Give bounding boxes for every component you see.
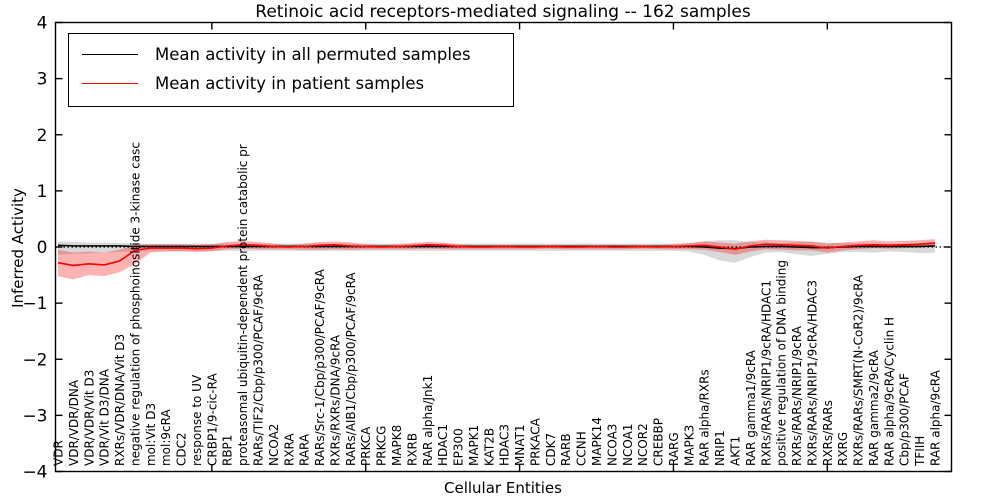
x-category-label: RAR alpha/9cRA xyxy=(929,369,943,466)
x-category-label: RXRB xyxy=(405,433,419,466)
patient-mean-line xyxy=(57,242,936,267)
x-category-label: RXRG xyxy=(836,432,850,466)
x-category-label: MAPK14 xyxy=(590,417,604,466)
patient-line-swatch xyxy=(82,83,138,84)
x-category-label: HDAC3 xyxy=(498,424,512,466)
x-category-label: RARs/AIB1/Cbp/p300/PCAF/9cRA xyxy=(344,272,358,466)
x-category-label: mol:9cRA xyxy=(159,409,173,466)
y-tick-label: 2 xyxy=(37,126,48,146)
x-category-label: RAR alpha/9cRA/Cyclin H xyxy=(882,317,896,466)
legend-label-permuted: Mean activity in all permuted samples xyxy=(155,45,471,64)
x-category-label: mol:Vit D3 xyxy=(144,403,158,466)
legend-item-patient: Mean activity in patient samples xyxy=(69,69,513,98)
x-category-label: RARA xyxy=(298,433,312,466)
x-category-label: Cbp/p300/PCAF xyxy=(898,373,912,466)
y-tick-label: −2 xyxy=(22,350,47,370)
y-tick-label: 4 xyxy=(37,14,48,34)
legend: Mean activity in all permuted samples Me… xyxy=(68,33,514,107)
x-category-label: MNAT1 xyxy=(513,424,527,466)
x-category-label: NCOA2 xyxy=(267,424,281,466)
x-category-label: RXRs/RXRs/DNA/9cRA xyxy=(328,334,342,466)
x-category-label: PRKACA xyxy=(528,417,542,466)
x-category-label: RXRA xyxy=(282,433,296,466)
x-category-label: RAR alpha/RXRs xyxy=(698,369,712,466)
legend-item-permuted: Mean activity in all permuted samples xyxy=(69,40,513,69)
x-category-label: AKT1 xyxy=(728,436,742,466)
x-category-label: PRKCG xyxy=(375,426,389,466)
x-category-label: proteasomal ubiquitin-dependent protein … xyxy=(236,144,250,466)
patient-band xyxy=(58,239,935,280)
y-tick-label: −3 xyxy=(22,406,47,426)
y-tick-label: −1 xyxy=(22,294,47,314)
x-category-label: RARs/Src-1/Cbp/p300/PCAF/9cRA xyxy=(313,268,327,466)
x-category-label: MAPK1 xyxy=(467,425,481,466)
x-category-label: negative regulation of phosphoinositide … xyxy=(128,142,142,466)
x-category-label: RAR gamma1/9cRA xyxy=(744,349,758,466)
x-category-label: CREBBP xyxy=(652,418,666,466)
x-category-label: RXRs/RARs xyxy=(821,400,835,466)
y-tick-label: 0 xyxy=(37,238,48,258)
x-axis-label: Cellular Entities xyxy=(444,479,562,497)
chart-title: Retinoic acid receptors-mediated signali… xyxy=(255,2,751,22)
x-category-label: RARG xyxy=(667,432,681,466)
x-category-label: NCOR2 xyxy=(636,423,650,466)
x-category-label: VDR xyxy=(52,440,66,466)
x-category-label: MAPK8 xyxy=(390,425,404,466)
x-category-label: MAPK3 xyxy=(682,425,696,466)
x-category-label: EP300 xyxy=(452,428,466,466)
permuted-line-swatch xyxy=(82,54,138,55)
x-category-label: CCNH xyxy=(575,431,589,466)
x-category-label: PRKCA xyxy=(359,426,373,466)
x-category-label: RAR alpha/Jnk1 xyxy=(421,375,435,466)
x-category-label: response to UV xyxy=(190,374,204,466)
x-category-label: RARs/TIF2/Cbp/p300/PCAF/9cRA xyxy=(252,274,266,466)
x-category-label: VDR/VDR/Vit D3 xyxy=(82,370,96,466)
x-category-label: RXRs/VDR/DNA/Vit D3 xyxy=(113,334,127,466)
y-tick-label: −4 xyxy=(22,463,47,483)
x-category-label: NRIP1 xyxy=(713,430,727,466)
x-category-label: RBP1 xyxy=(221,435,235,466)
x-category-label: RXRs/RARs/SMRT(N-CoR2)/9cRA xyxy=(852,274,866,466)
x-category-label: positive regulation of DNA binding xyxy=(775,260,789,466)
legend-label-patient: Mean activity in patient samples xyxy=(155,74,425,93)
x-category-label: NCOA3 xyxy=(605,424,619,466)
x-category-label: RXRs/RARs/NRIP1/9cRA/HDAC3 xyxy=(805,280,819,466)
x-category-label: VDR/Vit D3/DNA xyxy=(98,368,112,466)
x-category-label: CRBP1/9-cic-RA xyxy=(205,372,219,466)
x-category-label: NCOA1 xyxy=(621,424,635,466)
x-category-label: RXRs/RARs/NRIP1/9cRA xyxy=(790,325,804,466)
x-category-label: RARB xyxy=(559,433,573,466)
x-category-label: CDK7 xyxy=(544,433,558,466)
x-category-label: VDR/VDR/DNA xyxy=(67,379,81,466)
x-category-label: RAR gamma2/9cRA xyxy=(867,349,881,466)
x-category-label: TFIIH xyxy=(913,436,927,467)
x-category-label: CDC2 xyxy=(175,432,189,466)
x-category-label: RXRs/RARs/NRIP1/9cRA/HDAC1 xyxy=(759,280,773,466)
y-tick-label: 3 xyxy=(37,70,48,90)
y-tick-label: 1 xyxy=(37,182,48,202)
x-category-label: HDAC1 xyxy=(436,424,450,466)
y-axis-label: Inferred Activity xyxy=(9,188,27,308)
x-category-label: KAT2B xyxy=(482,428,496,466)
